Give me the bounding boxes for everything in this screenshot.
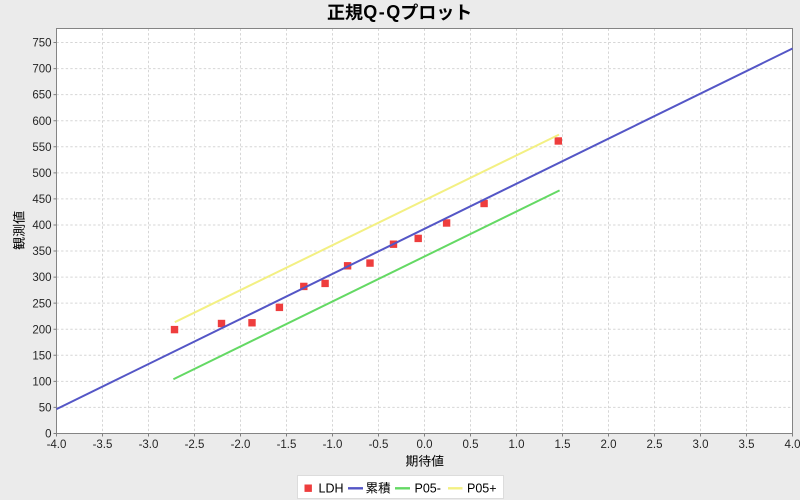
svg-text:P05+: P05+ — [467, 482, 497, 496]
svg-text:Q-Q: Q-Q — [363, 2, 400, 22]
svg-text:250: 250 — [32, 298, 51, 310]
svg-text:350: 350 — [32, 246, 51, 258]
svg-text:-1.5: -1.5 — [277, 439, 297, 451]
svg-text:-3.0: -3.0 — [139, 439, 159, 451]
svg-text:-3.5: -3.5 — [93, 439, 113, 451]
svg-text:0: 0 — [45, 429, 51, 441]
svg-text:1.0: 1.0 — [509, 439, 525, 451]
svg-text:2.0: 2.0 — [601, 439, 617, 451]
svg-text:100: 100 — [32, 376, 51, 388]
svg-text:700: 700 — [32, 64, 51, 76]
svg-text:-2.0: -2.0 — [231, 439, 251, 451]
svg-text:P05-: P05- — [415, 482, 441, 496]
svg-text:0.5: 0.5 — [463, 439, 479, 451]
svg-text:-0.5: -0.5 — [369, 439, 389, 451]
svg-text:500: 500 — [32, 168, 51, 180]
svg-text:-4.0: -4.0 — [47, 439, 67, 451]
svg-text:-2.5: -2.5 — [185, 439, 205, 451]
svg-text:LDH: LDH — [319, 482, 344, 496]
svg-text:4.0: 4.0 — [785, 439, 800, 451]
svg-text:-1.0: -1.0 — [323, 439, 343, 451]
svg-text:1.5: 1.5 — [555, 439, 571, 451]
svg-text:450: 450 — [32, 194, 51, 206]
svg-text:0.0: 0.0 — [417, 439, 433, 451]
svg-text:3.0: 3.0 — [693, 439, 709, 451]
svg-text:150: 150 — [32, 350, 51, 362]
svg-text:2.5: 2.5 — [647, 439, 663, 451]
svg-text:400: 400 — [32, 220, 51, 232]
svg-text:600: 600 — [32, 116, 51, 128]
svg-text:50: 50 — [39, 403, 52, 415]
svg-text:750: 750 — [32, 38, 51, 50]
svg-text:550: 550 — [32, 142, 51, 154]
svg-text:3.5: 3.5 — [739, 439, 755, 451]
svg-text:300: 300 — [32, 272, 51, 284]
svg-text:650: 650 — [32, 90, 51, 102]
svg-text:200: 200 — [32, 324, 51, 336]
